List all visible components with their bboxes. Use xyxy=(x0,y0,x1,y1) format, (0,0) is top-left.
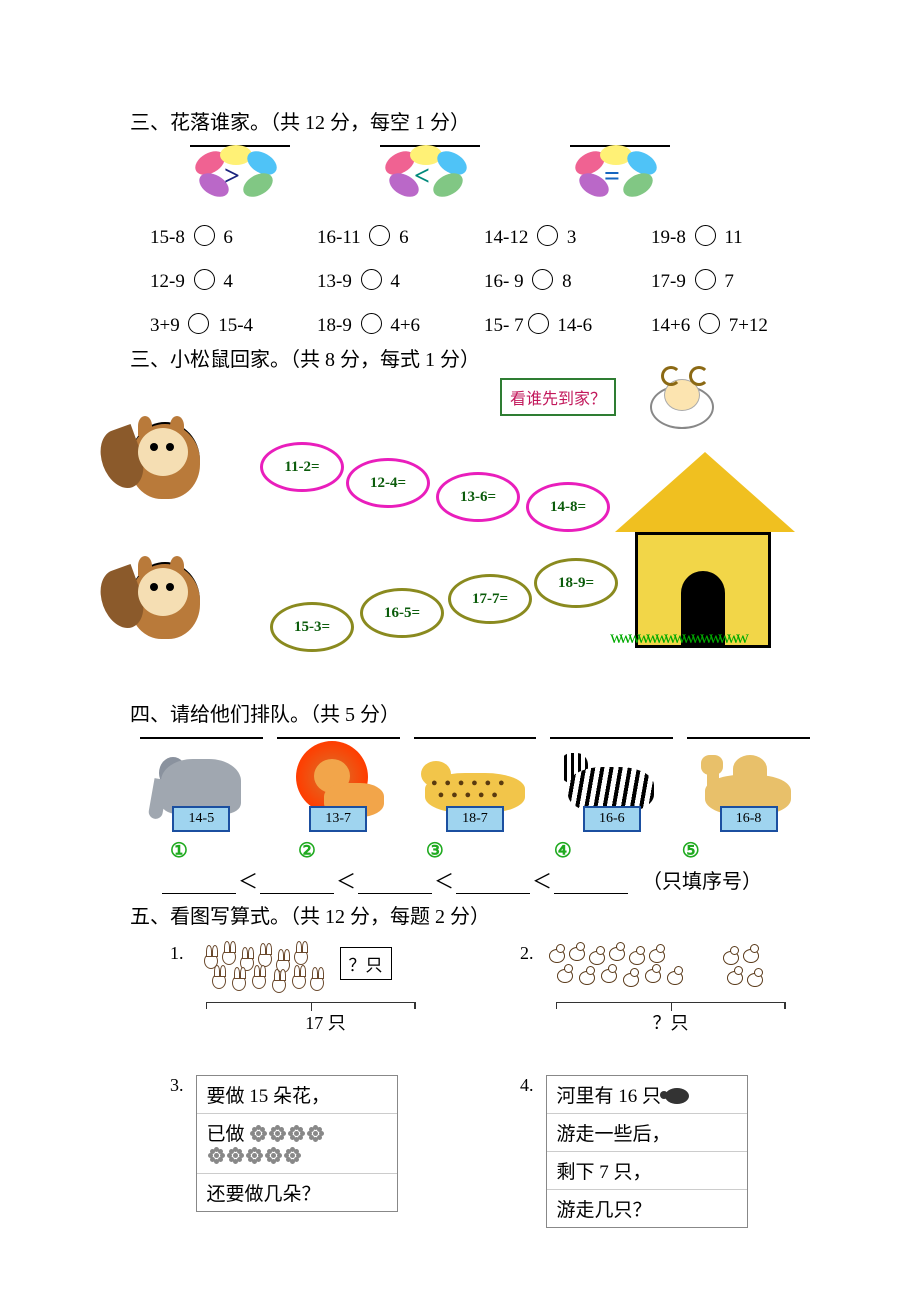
animal-row: 14-5 13-7 ● ● ● ● ● ●● ● ● ● ● 18-7 16-6… xyxy=(130,737,810,832)
animal-lion: 13-7 xyxy=(277,737,400,832)
path1-step4[interactable]: 14-8= xyxy=(526,482,610,532)
tag-5: 16-8 xyxy=(720,806,778,832)
blank-5[interactable] xyxy=(554,871,628,894)
eq-icon: = xyxy=(604,161,620,193)
ordering-blanks: ＜ ＜ ＜ ＜ （只填序号） xyxy=(130,865,810,894)
p4-line4: 游走几只？ xyxy=(547,1190,747,1227)
problem-3: 3. 要做 15 朵花， 已做 还要做几朵？ xyxy=(170,1075,460,1228)
p4-line1: 河里有 16 只 xyxy=(547,1076,747,1114)
squirrel-2 xyxy=(130,552,240,639)
section-5-title: 五、看图写算式。（共 12 分，每题 2 分） xyxy=(130,900,810,929)
path2-step2[interactable]: 16-5= xyxy=(360,588,444,638)
blank-2[interactable] xyxy=(260,871,334,894)
path2-step1[interactable]: 15-3= xyxy=(270,602,354,652)
section-3a-title: 三、花落谁家。（共 12 分，每空 1 分） xyxy=(130,106,810,135)
animal-zebra: 16-6 xyxy=(550,737,673,832)
q2-brace-label: ？只 xyxy=(546,1009,796,1035)
path1-step2[interactable]: 12-4= xyxy=(346,458,430,508)
tag-2: 13-7 xyxy=(309,806,367,832)
section-3b-title: 三、小松鼠回家。（共 8 分，每式 1 分） xyxy=(130,343,810,372)
tag-1: 14-5 xyxy=(172,806,230,832)
q1-box: ？只 xyxy=(340,947,392,980)
flower-eq: = xyxy=(570,145,670,207)
problem-4: 4. 河里有 16 只 游走一些后， 剩下 7 只， 游走几只？ xyxy=(520,1075,810,1228)
squirrel-1 xyxy=(130,412,240,499)
turtle-icon xyxy=(665,1088,689,1104)
cmp-lhs: 15-8 xyxy=(150,227,185,248)
section-4-title: 四、请给他们排队。（共 5 分） xyxy=(130,698,810,727)
gt-icon: > xyxy=(224,161,240,193)
comparison-grid: 15-8 6 16-11 6 14-12 3 19-8 11 12-9 4 13… xyxy=(130,225,810,337)
problem-2: 2. ？只 xyxy=(520,943,810,1035)
problem-1: 1. ？只 17 只 xyxy=(170,943,460,1035)
ordering-hint: （只填序号） xyxy=(642,865,762,894)
speech-bubble: 看谁先到家？ xyxy=(500,378,616,416)
sheep-icon xyxy=(650,370,720,430)
blank-4[interactable] xyxy=(456,871,530,894)
p3-line1: 要做 15 朵花， xyxy=(197,1076,397,1114)
blank-3[interactable] xyxy=(358,871,432,894)
q1-brace-label: 17 只 xyxy=(196,1009,456,1035)
p4-line3: 剩下 7 只， xyxy=(547,1152,747,1190)
path2-step3[interactable]: 17-7= xyxy=(448,574,532,624)
path2-step4[interactable]: 18-9= xyxy=(534,558,618,608)
cmp-rhs: 6 xyxy=(223,227,233,248)
p4-line2: 游走一些后， xyxy=(547,1114,747,1152)
animal-camel: 16-8 xyxy=(687,737,810,832)
circled-numbers: ① ② ③ ④ ⑤ xyxy=(130,838,810,863)
animal-elephant: 14-5 xyxy=(140,737,263,832)
path1-step1[interactable]: 11-2= xyxy=(260,442,344,492)
flower-gt: > xyxy=(190,145,290,207)
tag-3: 18-7 xyxy=(446,806,504,832)
path1-step3[interactable]: 13-6= xyxy=(436,472,520,522)
flower-icon xyxy=(250,1125,267,1142)
blank-1[interactable] xyxy=(162,871,236,894)
lt-icon: < xyxy=(414,161,430,193)
blank-circle[interactable] xyxy=(194,225,215,246)
tag-4: 16-6 xyxy=(583,806,641,832)
squirrel-scene: 看谁先到家？ 11-2= 12-4= 13-6= 14-8= 15-3= 16-… xyxy=(130,382,810,692)
p3-line2: 已做 xyxy=(197,1114,397,1174)
p3-line3: 还要做几朵？ xyxy=(197,1174,397,1211)
hut-icon: ᴡᴡᴡᴡᴡᴡᴡᴡᴡᴡᴡᴡᴡᴡᴡ xyxy=(620,452,790,642)
animal-leopard: ● ● ● ● ● ●● ● ● ● ● 18-7 xyxy=(414,737,537,832)
flower-lt: < xyxy=(380,145,480,207)
flower-legend: > < = xyxy=(130,145,810,207)
